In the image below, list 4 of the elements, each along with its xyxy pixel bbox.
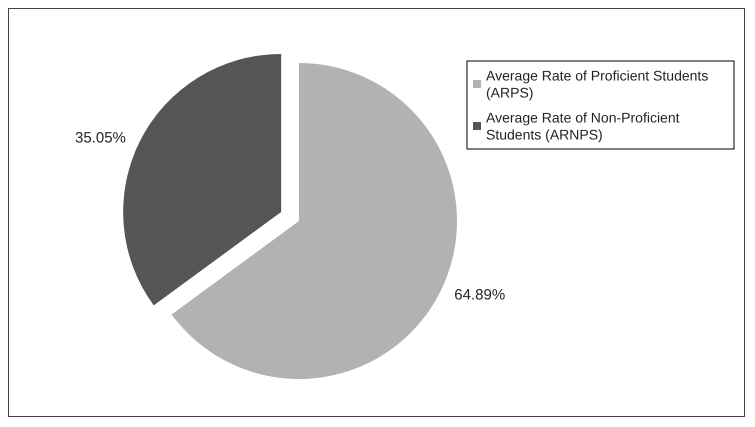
data-label: 64.89% xyxy=(454,286,506,304)
legend-label: Average Rate of Proficient Students (ARPS) xyxy=(486,68,712,100)
legend-label: Average Rate of Non-Proficient Students (ARNPS) xyxy=(486,110,684,142)
data-label: 35.05% xyxy=(74,129,126,146)
